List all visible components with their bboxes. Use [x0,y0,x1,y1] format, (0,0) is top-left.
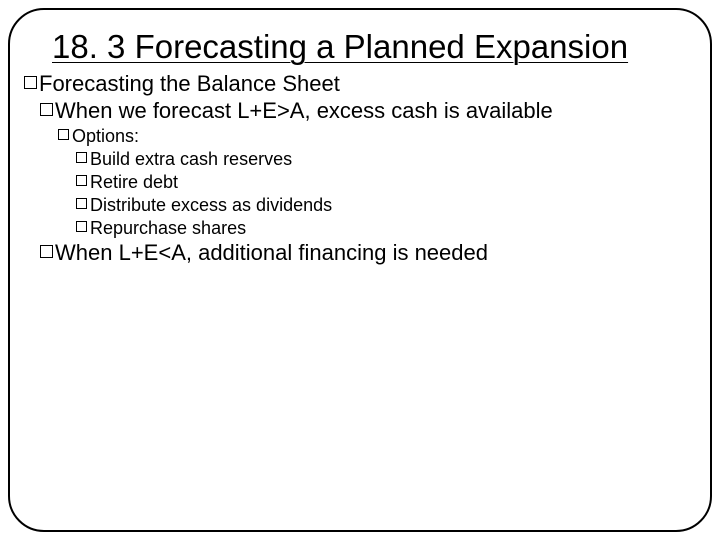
square-bullet-icon [76,198,87,209]
square-bullet-icon [76,221,87,232]
line-text: Options: [72,125,139,148]
bullet-line: When we forecast L+E>A, excess cash is a… [40,98,686,125]
bullet-line: Distribute excess as dividends [76,194,686,217]
line-text: Build extra cash reserves [90,148,292,171]
square-bullet-icon [76,152,87,163]
line-text: When L+E<A, additional financing is need… [55,240,488,267]
bullet-line: Repurchase shares [76,217,686,240]
line-text: When we forecast L+E>A, excess cash is a… [55,98,553,125]
bullet-line: Build extra cash reserves [76,148,686,171]
line-text: Repurchase shares [90,217,246,240]
bullet-line: Options: [58,125,686,148]
square-bullet-icon [40,245,53,258]
bullet-line: Retire debt [76,171,686,194]
square-bullet-icon [58,129,69,140]
bullet-line: Forecasting the Balance Sheet [24,71,686,98]
slide-frame: 18. 3 Forecasting a Planned Expansion Fo… [8,8,712,532]
line-text: Forecasting the Balance Sheet [39,71,340,98]
line-text: Retire debt [90,171,178,194]
bullet-line: When L+E<A, additional financing is need… [40,240,686,267]
square-bullet-icon [40,103,53,116]
square-bullet-icon [76,175,87,186]
line-text: Distribute excess as dividends [90,194,332,217]
slide-title: 18. 3 Forecasting a Planned Expansion [52,28,686,67]
square-bullet-icon [24,76,37,89]
